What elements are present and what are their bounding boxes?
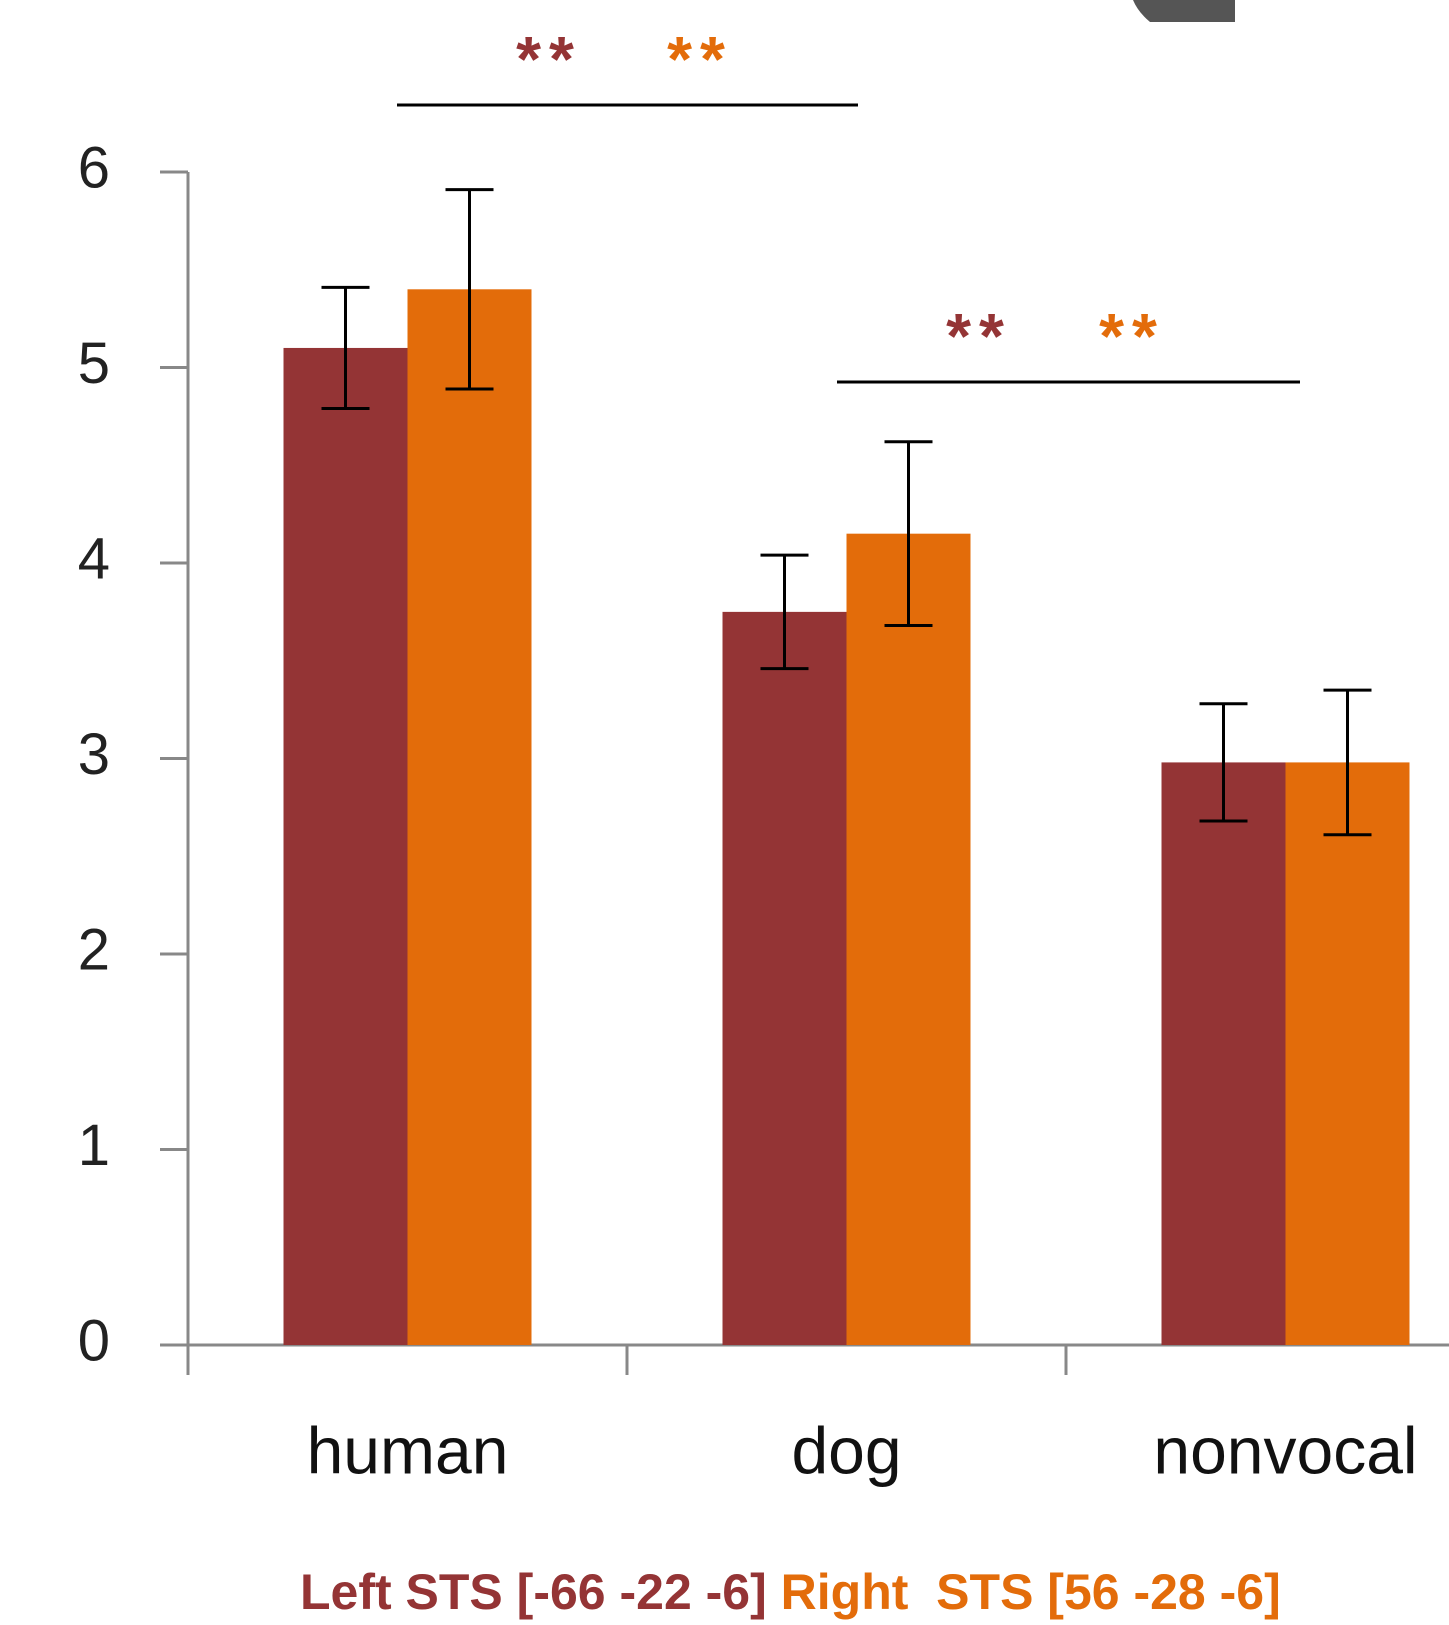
x-tick-label: dog xyxy=(791,1413,901,1487)
bar xyxy=(1162,762,1286,1345)
bar xyxy=(1286,762,1410,1345)
bar xyxy=(847,534,971,1345)
legend-entry: Right STS [56 -28 -6] xyxy=(781,1564,1281,1620)
significance-marker: ** xyxy=(667,23,733,95)
bar xyxy=(723,612,847,1345)
bar xyxy=(408,289,532,1345)
x-tick-label: nonvocal xyxy=(1153,1413,1417,1487)
x-tick-label: human xyxy=(307,1413,509,1487)
image-fragment xyxy=(1133,0,1235,22)
bar xyxy=(284,348,408,1345)
y-tick-label: 0 xyxy=(78,1308,110,1373)
y-tick-label: 6 xyxy=(78,135,110,200)
legend-entry: Left STS [-66 -22 -6] xyxy=(300,1564,767,1620)
y-tick-label: 3 xyxy=(78,722,110,787)
significance-marker: ** xyxy=(946,300,1012,372)
chart: ** ** ** ** Left STS [-66 -22 -6] Right … xyxy=(0,0,1449,1625)
y-tick-label: 4 xyxy=(78,526,110,591)
significance-marker: ** xyxy=(1099,300,1165,372)
legend: Left STS [-66 -22 -6] Right STS [56 -28 … xyxy=(300,1564,1281,1620)
y-tick-label: 2 xyxy=(78,917,110,982)
significance-marker: ** xyxy=(516,23,582,95)
y-tick-label: 5 xyxy=(78,331,110,396)
y-tick-label: 1 xyxy=(78,1113,110,1178)
